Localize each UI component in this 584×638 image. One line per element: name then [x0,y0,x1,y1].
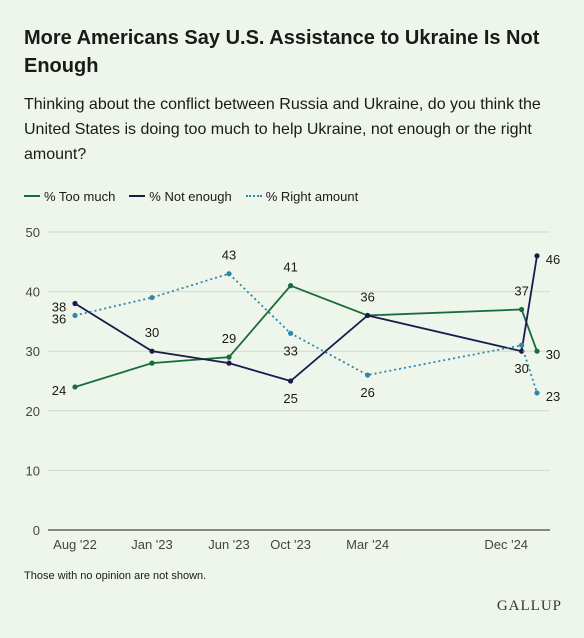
data-point [365,372,371,378]
data-point [534,253,540,259]
y-tick-label: 50 [26,225,40,240]
data-label: 41 [283,260,297,275]
data-label: 43 [222,248,236,263]
series-line-1 [74,255,538,382]
x-tick-label: Aug '22 [53,537,97,552]
legend-item-too-much: % Too much [24,189,115,204]
data-point [519,306,525,313]
data-point [534,348,540,354]
chart-subtitle: Thinking about the conflict between Russ… [24,96,541,163]
legend-swatch-not-enough [129,195,146,197]
y-tick-label: 20 [26,404,40,419]
x-tick-label: Oct '23 [270,537,311,552]
data-label: 46 [546,252,560,267]
data-point [519,342,525,348]
data-point [72,312,78,319]
data-label: 37 [514,283,528,298]
data-point [72,300,78,307]
y-tick-label: 0 [33,523,40,538]
data-point [534,390,540,396]
legend-label-right-amount: % Right amount [265,188,359,204]
data-label: 38 [52,300,66,315]
legend: % Too much % Not enough % Right amount [24,186,372,206]
data-point [226,271,232,277]
data-label: 30 [514,361,528,376]
data-label: 36 [52,311,66,326]
data-point [149,360,155,366]
legend-swatch-too-much [24,195,40,197]
data-point [149,294,155,301]
chart-title: More Americans Say U.S. Assistance to Uk… [24,27,540,77]
data-label: 36 [360,289,374,304]
legend-item-right-amount: % Right amount [245,188,359,204]
legend-item-not-enough: % Not enough [129,188,232,204]
data-label: 29 [222,331,236,346]
data-label: 30 [546,347,560,362]
data-point [226,360,232,366]
data-point [288,378,294,384]
data-point [365,312,371,319]
footnote: Those with no opinion are not shown. [24,570,207,582]
legend-label-too-much: % Too much [44,188,116,204]
x-tick-label: Jan '23 [131,537,173,552]
legend-swatch-right-amount [245,195,262,197]
data-point [288,330,294,336]
x-tick-label: Dec '24 [484,537,528,552]
data-point [519,348,525,354]
data-label: 26 [360,385,374,400]
legend-label-not-enough: % Not enough [149,188,232,204]
data-label: 24 [52,383,66,398]
data-point [72,384,78,390]
data-point [288,283,294,289]
line-chart: 0 10 20 30 40 50 Aug '22 Jan '23 Jun '23 Oct '23 M… [26,225,561,552]
y-tick-label: 40 [26,285,40,300]
x-tick-label: Jun '23 [208,537,250,552]
x-tick-label: Mar '24 [346,537,389,552]
data-label: 30 [145,325,159,340]
data-point [149,348,155,354]
data-point [226,354,232,360]
y-tick-label: 30 [26,344,40,359]
data-label: 25 [283,391,297,406]
y-tick-label: 10 [26,463,40,478]
gallup-logo: GALLUP [496,598,562,614]
data-label: 23 [546,389,560,404]
data-label: 33 [283,343,297,358]
